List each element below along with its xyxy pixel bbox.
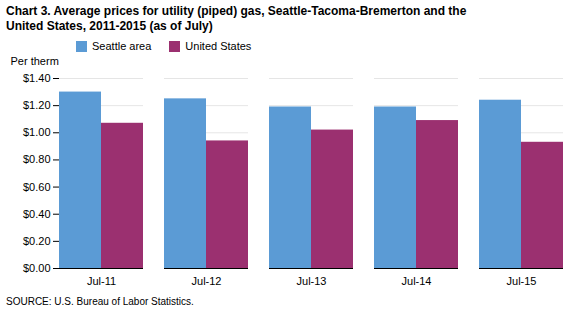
svg-text:Per therm: Per therm [11, 55, 59, 67]
svg-text:$0.20: $0.20 [23, 235, 51, 247]
svg-text:Jul-15: Jul-15 [507, 275, 537, 287]
svg-text:$0.00: $0.00 [23, 262, 51, 274]
svg-text:Jul-13: Jul-13 [297, 275, 327, 287]
html-text:United States: United States [185, 40, 252, 52]
svg-text:$1.20: $1.20 [23, 99, 51, 111]
html-text:Chart 3. Average prices for ut: Chart 3. Average prices for utility (pip… [6, 4, 467, 33]
svg-text:Jul-11: Jul-11 [87, 275, 116, 287]
svg-text:Jul-12: Jul-12 [192, 275, 222, 287]
html-text:SOURCE: U.S. Bureau of Labor S: SOURCE: U.S. Bureau of Labor Statistics. [6, 296, 194, 307]
html-text:Seattle area: Seattle area [92, 40, 152, 52]
svg-text:$1.40: $1.40 [23, 72, 51, 84]
svg-text:$0.40: $0.40 [23, 208, 51, 220]
svg-text:$1.00: $1.00 [23, 126, 51, 138]
svg-text:$0.60: $0.60 [23, 181, 51, 193]
svg-text:$0.80: $0.80 [23, 153, 51, 165]
svg-text:Jul-14: Jul-14 [402, 275, 432, 287]
